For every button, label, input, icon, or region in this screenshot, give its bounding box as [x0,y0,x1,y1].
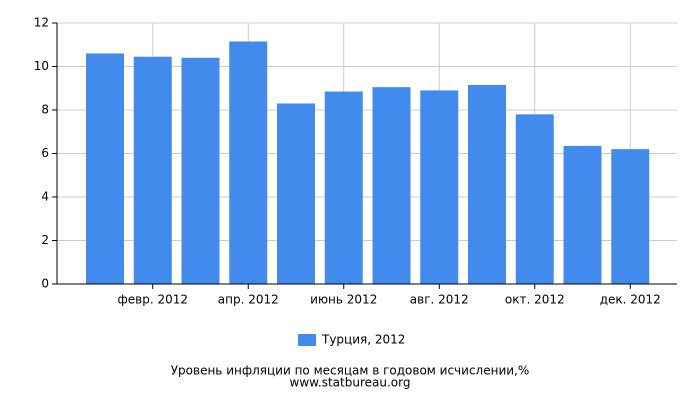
y-tick-label: 6 [41,146,49,160]
bar [229,41,268,284]
x-tick-label: июнь 2012 [310,293,377,307]
chart-source: www.statbureau.org [290,376,411,390]
x-tick-label: дек. 2012 [600,293,661,307]
bar [324,91,363,284]
y-tick-label: 4 [41,190,49,204]
legend-label: Турция, 2012 [321,333,405,347]
y-tick-label: 2 [41,233,49,247]
y-tick-label: 8 [41,103,49,117]
bar [468,84,506,284]
x-tick-label: февр. 2012 [118,293,189,307]
bar [133,56,172,285]
y-tick-label: 0 [41,277,49,291]
bar [420,90,459,284]
x-tick-label: авг. 2012 [410,293,469,307]
bar [611,149,650,284]
x-tick-label: окт. 2012 [505,293,565,307]
bar [515,114,554,284]
bar [277,103,315,284]
y-tick-label: 12 [34,16,49,30]
bar [372,87,411,284]
bar [563,145,602,284]
bar [86,53,124,285]
bar [181,57,220,284]
y-tick-label: 10 [34,59,49,73]
x-tick-label: апр. 2012 [218,293,279,307]
chart-title: Уровень инфляции по месяцам в годовом ис… [171,364,530,378]
legend-swatch [298,334,316,346]
